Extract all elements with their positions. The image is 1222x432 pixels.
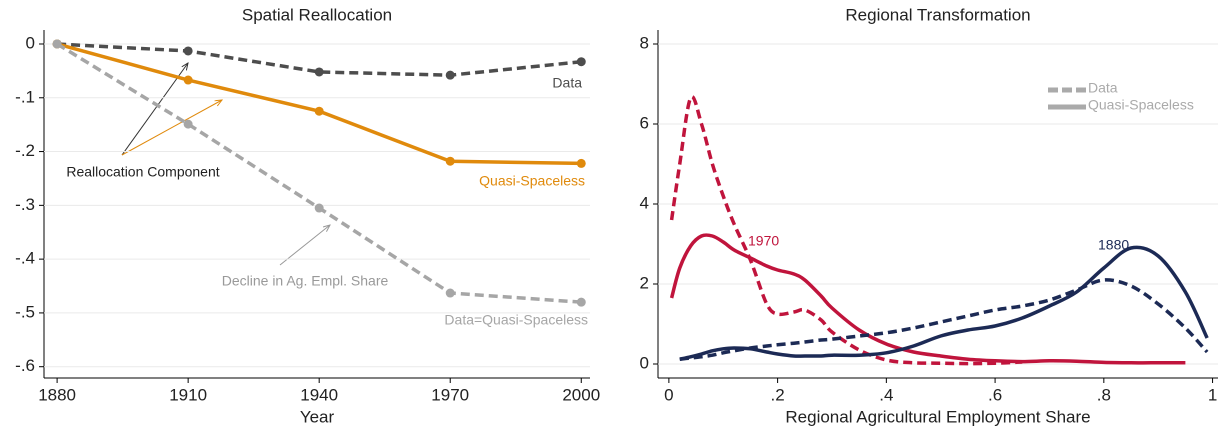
y-tick-label: -.2 <box>15 141 35 160</box>
point <box>445 156 455 166</box>
point <box>183 119 193 129</box>
group-label: 1880 <box>1098 237 1129 253</box>
y-tick-label: -.6 <box>15 356 35 375</box>
group-label: 1970 <box>748 233 779 249</box>
x-tick-label: .4 <box>879 385 893 404</box>
y-tick-label: -.4 <box>15 249 35 268</box>
point <box>445 288 455 298</box>
x-tick-label: 1910 <box>169 385 207 404</box>
y-tick-label: 0 <box>640 353 649 372</box>
arrow <box>279 225 330 266</box>
y-tick-label: 0 <box>26 33 35 52</box>
series-label: Data=Quasi-Spaceless <box>444 312 588 328</box>
x-tick-label: 2000 <box>562 385 600 404</box>
series-label: Quasi-Spaceless <box>479 173 585 189</box>
legend-label: Data <box>1088 80 1118 96</box>
point <box>576 57 586 67</box>
density-curve <box>679 278 1209 361</box>
density-curve <box>669 95 1023 366</box>
y-tick-label: 6 <box>640 113 649 132</box>
x-tick-label: .6 <box>988 385 1002 404</box>
chart-title: Spatial Reallocation <box>242 5 392 24</box>
y-tick-label: -.1 <box>15 87 35 106</box>
point <box>52 39 62 49</box>
annotation: Decline in Ag. Empl. Share <box>222 273 389 289</box>
series-label: Data <box>552 75 582 91</box>
x-tick-label: .2 <box>771 385 785 404</box>
annotation: Reallocation Component <box>66 164 219 180</box>
arrow <box>121 100 222 156</box>
series-line <box>56 42 582 166</box>
x-tick-label: 1880 <box>38 385 76 404</box>
point <box>314 67 324 77</box>
point <box>314 203 324 213</box>
y-tick-label: -.3 <box>15 195 35 214</box>
density-curve <box>669 233 1186 365</box>
x-tick-label: 1940 <box>300 385 338 404</box>
point <box>183 46 193 56</box>
y-tick-label: 8 <box>640 33 649 52</box>
x-tick-label: 0 <box>664 385 673 404</box>
chart-title: Regional Transformation <box>845 5 1030 24</box>
y-tick-label: 4 <box>640 193 649 212</box>
point <box>576 158 586 168</box>
point <box>576 297 586 307</box>
y-tick-label: 2 <box>640 273 649 292</box>
y-tick-label: -.5 <box>15 302 35 321</box>
point <box>314 106 324 116</box>
series-line <box>57 42 582 77</box>
x-tick-label: 1 <box>1208 385 1217 404</box>
x-axis-label: Year <box>300 407 335 426</box>
point <box>445 70 455 80</box>
x-tick-label: .8 <box>1097 385 1111 404</box>
legend-label: Quasi-Spaceless <box>1088 97 1194 113</box>
x-axis-label: Regional Agricultural Employment Share <box>785 407 1090 426</box>
density-curve <box>679 245 1209 361</box>
x-tick-label: 1970 <box>431 385 469 404</box>
point <box>183 75 193 85</box>
